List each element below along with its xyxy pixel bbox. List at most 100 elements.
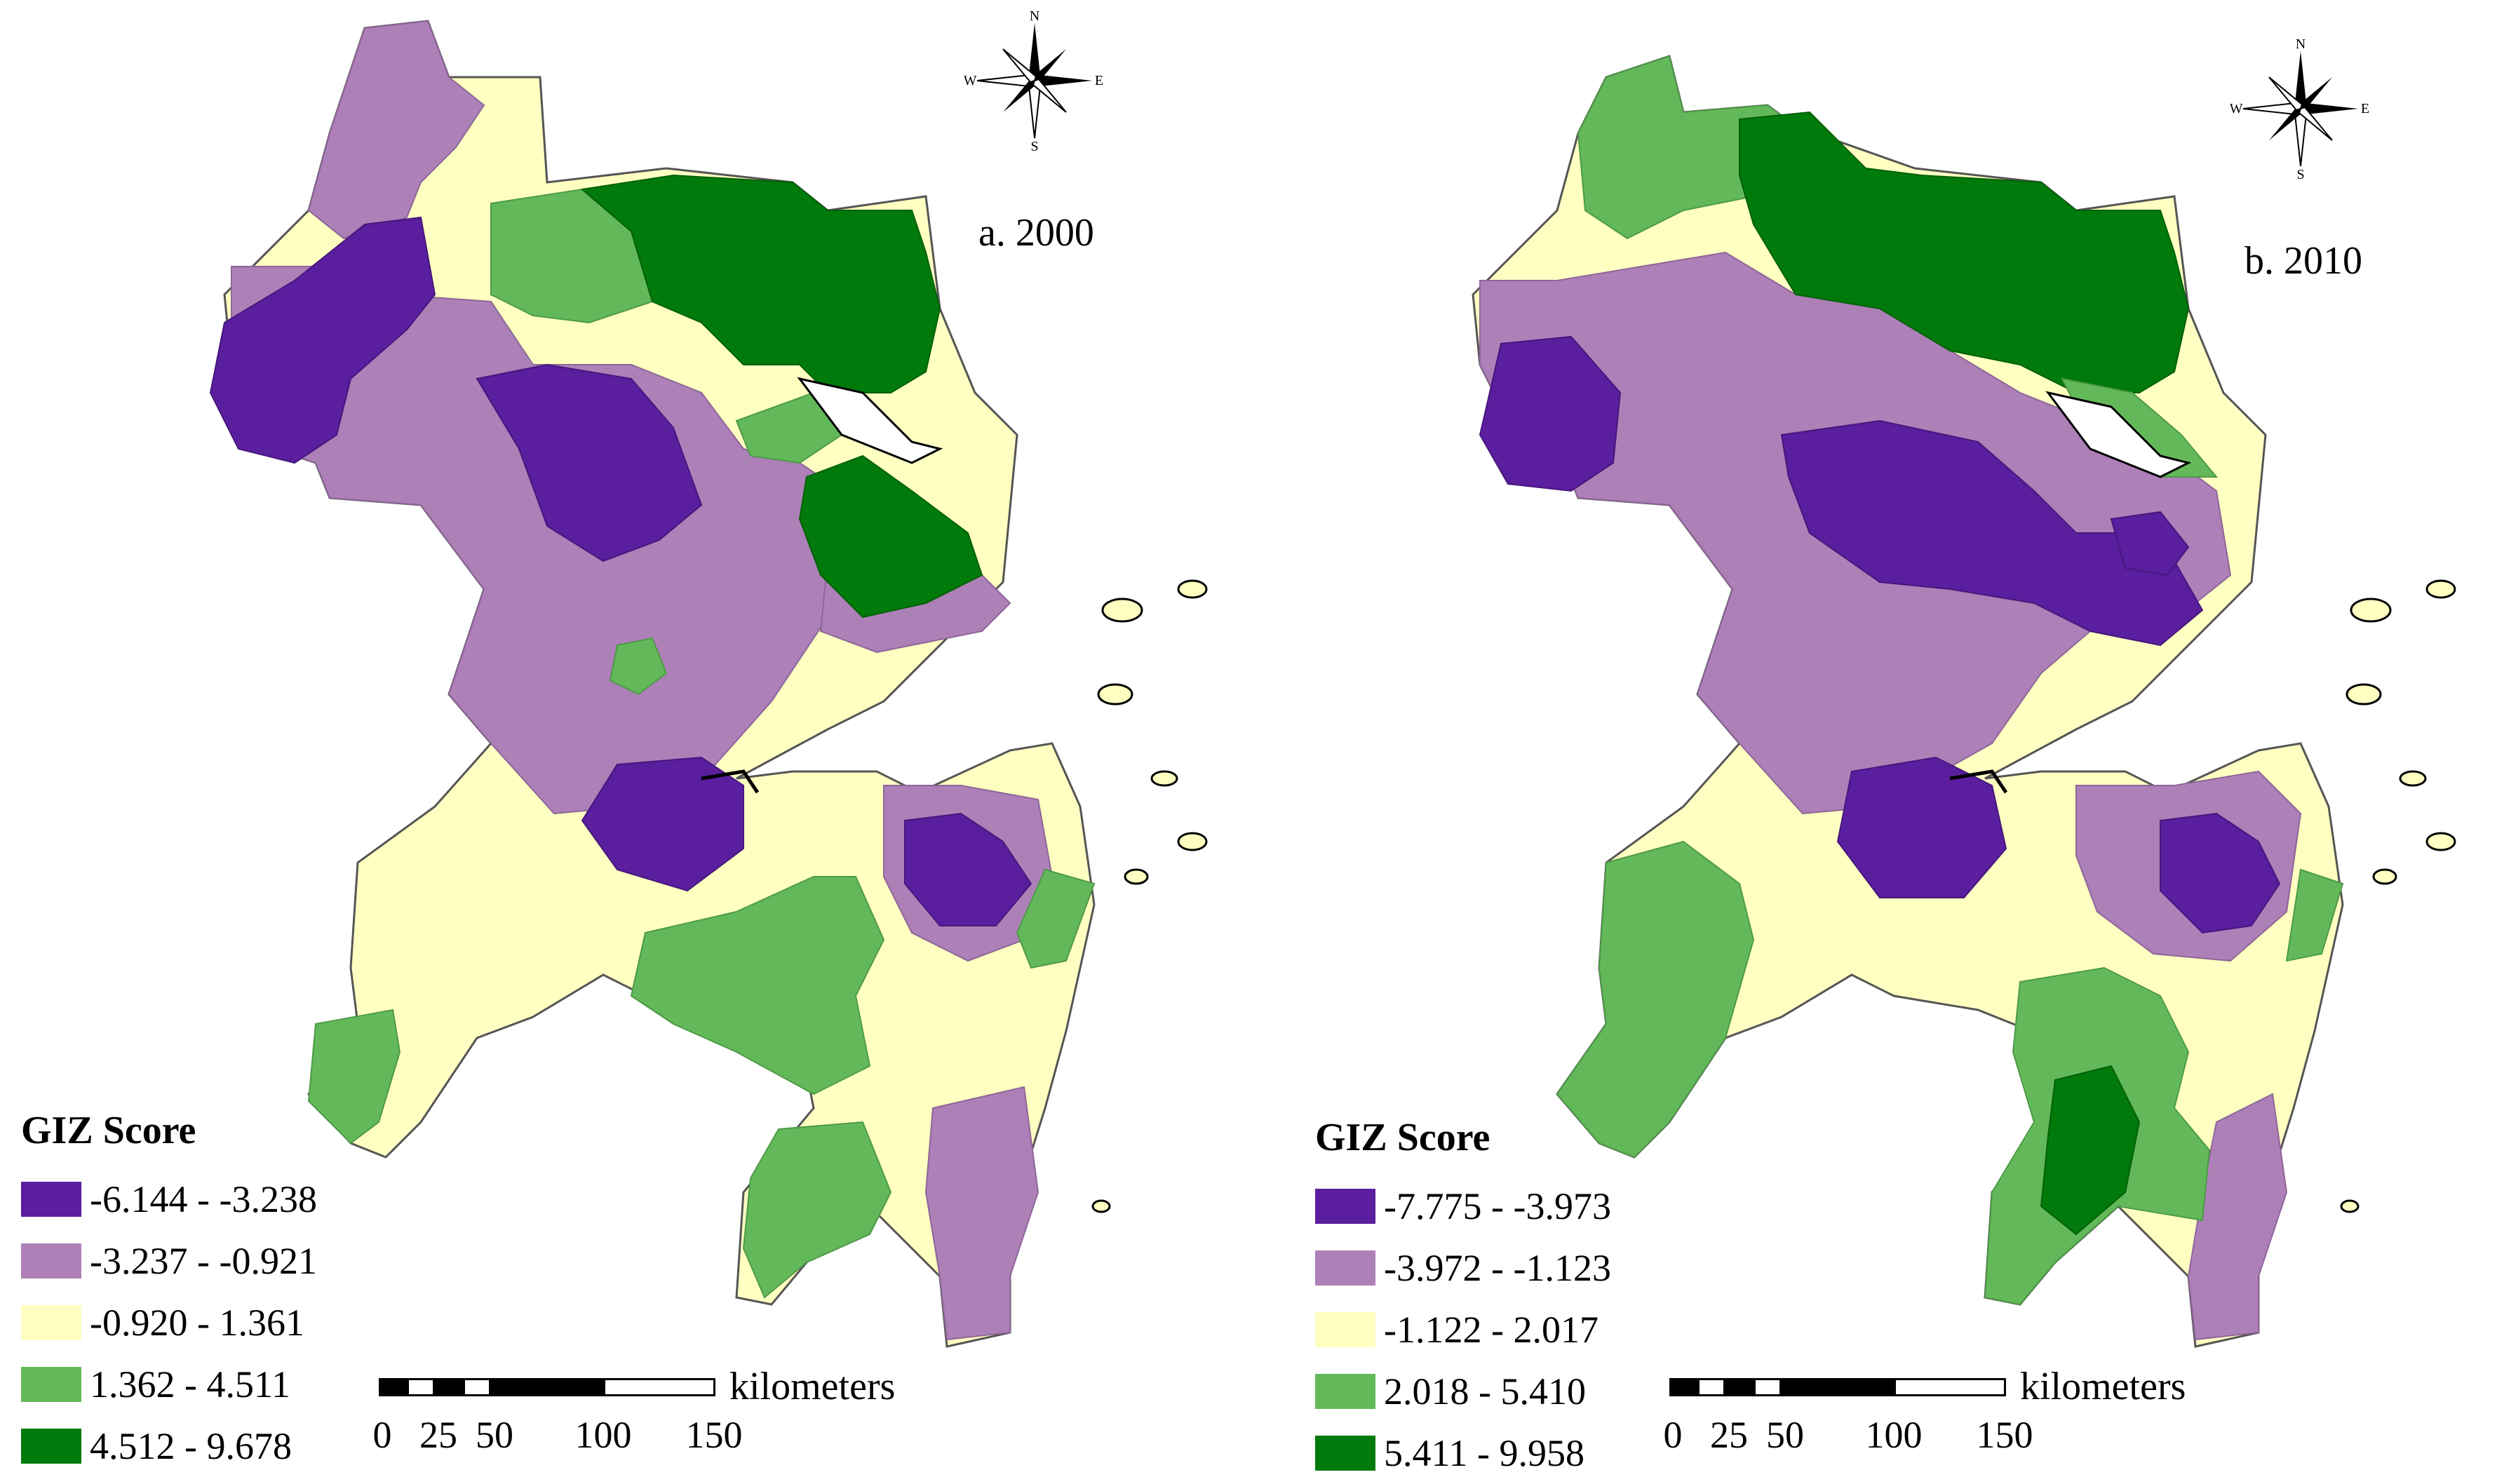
- legend-swatch: [21, 1243, 81, 1279]
- legend-label: -3.972 - -1.123: [1384, 1247, 1611, 1289]
- scale-segment: [603, 1378, 715, 1396]
- compass-w: W: [964, 73, 977, 88]
- legend-label: 5.411 - 9.958: [1384, 1432, 1584, 1474]
- scale-tick: 0: [372, 1414, 392, 1456]
- region-class1: [1780, 419, 2204, 647]
- compass-w: W: [2230, 101, 2243, 116]
- legend-item: -0.920 - 1.361: [21, 1292, 317, 1354]
- scale-tick: 100: [1865, 1414, 1923, 1456]
- legend-label: -1.122 - 2.017: [1384, 1309, 1599, 1351]
- legend: GIZ Score -6.144 - -3.238 -3.237 - -0.92…: [21, 1108, 317, 1477]
- map-panel-2000: a. 2000 N S E W GIZ Score -6.144 - -3.23…: [0, 0, 1248, 1482]
- legend-label: -6.144 - -3.238: [90, 1178, 317, 1220]
- compass-e: E: [2361, 101, 2369, 116]
- legend-swatch: [21, 1367, 81, 1402]
- scale-segment: [407, 1378, 435, 1396]
- legend-swatch: [21, 1182, 81, 1217]
- scale-segment: [491, 1378, 603, 1396]
- region-class5: [798, 454, 983, 619]
- scale-tick: 50: [476, 1414, 513, 1456]
- region-class1: [1479, 335, 1622, 492]
- legend-item: -1.122 - 2.017: [1315, 1299, 1611, 1361]
- region-class2: [924, 1086, 1039, 1341]
- legend-item: 5.411 - 9.958: [1315, 1422, 1611, 1484]
- scale-segment: [435, 1378, 463, 1396]
- region-class4: [630, 876, 885, 1095]
- scale-segment: [1725, 1378, 1754, 1396]
- legend-title: GIZ Score: [1315, 1116, 1490, 1159]
- legend-swatch: [1315, 1189, 1375, 1224]
- legend-swatch: [1315, 1312, 1375, 1347]
- legend-item: -3.237 - -0.921: [21, 1230, 317, 1292]
- choropleth-map-2010: [1472, 55, 2456, 1348]
- legend-item: -3.972 - -1.123: [1315, 1237, 1611, 1299]
- region-class1: [581, 756, 744, 892]
- legend-item: 4.512 - 9.678: [21, 1415, 317, 1477]
- choropleth-map-2000: [209, 20, 1208, 1348]
- region-class2: [2187, 1093, 2288, 1341]
- scale-tick: 0: [1663, 1414, 1683, 1456]
- scale-segment: [1894, 1378, 2006, 1396]
- legend: GIZ Score -7.775 - -3.973 -3.972 - -1.12…: [1315, 1115, 1611, 1484]
- scale-tick: 150: [1976, 1414, 2033, 1456]
- panel-label: a. 2000: [978, 211, 1094, 255]
- region-class4: [1556, 840, 1755, 1159]
- region-class5: [1739, 111, 2190, 393]
- legend-swatch: [21, 1429, 81, 1464]
- scale-unit: kilometers: [729, 1365, 896, 1408]
- legend-item: 2.018 - 5.410: [1315, 1361, 1611, 1422]
- bridge-line: [701, 769, 760, 794]
- legend-swatch: [1315, 1250, 1375, 1286]
- region-class4: [735, 391, 843, 464]
- region-class4: [742, 1121, 892, 1299]
- scale-segment: [1669, 1378, 1697, 1396]
- islands: [1091, 579, 1208, 1213]
- region-class1: [904, 812, 1032, 926]
- region-class4: [307, 1009, 401, 1145]
- region-class1: [2160, 812, 2281, 934]
- compass-e: E: [1095, 73, 1103, 88]
- legend-title: GIZ Score: [21, 1109, 196, 1152]
- legend-item: -7.775 - -3.973: [1315, 1175, 1611, 1237]
- region-class1: [2110, 511, 2190, 576]
- legend-label: 1.362 - 4.511: [90, 1363, 290, 1405]
- scale-segment: [463, 1378, 491, 1396]
- scale-bar: kilometers 0 25 50 100 150: [373, 1364, 1010, 1476]
- legend-swatch: [1315, 1374, 1375, 1409]
- region-class5: [580, 174, 941, 393]
- legend-label: 4.512 - 9.678: [90, 1425, 292, 1467]
- legend-label: -3.237 - -0.921: [90, 1240, 317, 1282]
- compass-s: S: [1030, 139, 1038, 151]
- region-class1: [1836, 756, 2007, 898]
- scale-tick: 150: [685, 1414, 743, 1456]
- scale-segment: [1782, 1378, 1894, 1396]
- scale-unit: kilometers: [2020, 1365, 2186, 1408]
- scale-tick: 25: [419, 1414, 457, 1456]
- region-class2: [307, 20, 485, 240]
- region-class4: [2285, 868, 2344, 962]
- region-class5: [2040, 1065, 2141, 1236]
- region-class4: [609, 637, 668, 696]
- legend-item: 1.362 - 4.511: [21, 1354, 317, 1415]
- region-class1: [476, 363, 703, 562]
- scale-segment: [379, 1378, 407, 1396]
- legend-label: -7.775 - -3.973: [1384, 1185, 1611, 1227]
- compass-s: S: [2296, 167, 2304, 179]
- legend-item: -6.144 - -3.238: [21, 1168, 317, 1230]
- scale-segment: [1754, 1378, 1782, 1396]
- islands: [2340, 579, 2456, 1213]
- legend-label: 2.018 - 5.410: [1384, 1370, 1586, 1412]
- scale-tick: 100: [574, 1414, 632, 1456]
- compass-rose-icon: N S E W: [964, 11, 1103, 151]
- scale-bar: kilometers 0 25 50 100 150: [1664, 1364, 2301, 1476]
- panel-label: b. 2010: [2244, 239, 2362, 283]
- legend-swatch: [1315, 1436, 1375, 1471]
- map-panel-2010: b. 2010 N S E W GIZ Score -7.775 - -3.97…: [1248, 0, 2497, 1482]
- legend-swatch: [21, 1305, 81, 1340]
- scale-segment: [1697, 1378, 1725, 1396]
- region-class4: [1016, 868, 1096, 969]
- scale-tick: 50: [1766, 1414, 1804, 1456]
- compass-n: N: [1030, 11, 1039, 24]
- compass-n: N: [2296, 39, 2306, 52]
- compass-rose-icon: N S E W: [2230, 39, 2369, 179]
